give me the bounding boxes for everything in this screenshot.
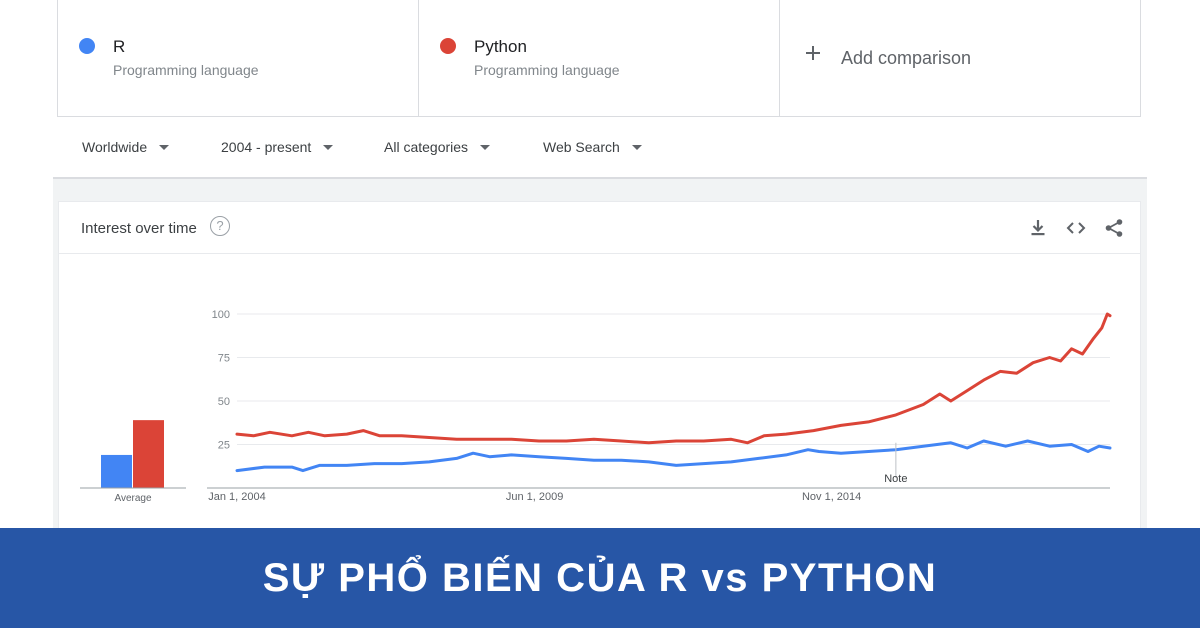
term-color-dot-r (79, 38, 95, 54)
search-type-dropdown[interactable]: Web Search (543, 139, 642, 155)
caret-down-icon (480, 144, 491, 150)
region-dropdown[interactable]: Worldwide (82, 139, 170, 155)
term-name-r[interactable]: R (113, 37, 126, 56)
category-dropdown[interactable]: All categories (384, 139, 491, 155)
time-range-label: 2004 - present (221, 139, 312, 155)
share-icon[interactable] (1103, 217, 1125, 239)
add-comparison-label: Add comparison (841, 48, 972, 68)
region-label: Worldwide (82, 139, 148, 155)
term-color-dot-python (440, 38, 456, 54)
category-label: All categories (384, 139, 469, 155)
download-icon[interactable] (1027, 217, 1049, 239)
comparison-terms-bar: R Programming language Python Programmin… (57, 0, 1141, 117)
term-name-python[interactable]: Python (474, 37, 527, 56)
filters-bar: Worldwide 2004 - present All categories … (53, 118, 1147, 179)
caret-down-icon (323, 144, 334, 150)
caret-down-icon (631, 144, 642, 150)
search-type-label: Web Search (543, 139, 620, 155)
term-card-python[interactable]: Python Programming language (419, 0, 780, 116)
card-header: Interest over time ? (59, 202, 1140, 254)
term-card-r[interactable]: R Programming language (58, 0, 419, 116)
term-category-python: Programming language (474, 62, 620, 78)
caret-down-icon (159, 144, 170, 150)
term-category-r: Programming language (113, 62, 259, 78)
add-comparison-button[interactable]: Add comparison (780, 0, 1140, 116)
help-icon[interactable]: ? (210, 216, 230, 236)
card-title: Interest over time (81, 220, 197, 237)
banner-title: SỰ PHỔ BIẾN CỦA R vs PYTHON (262, 556, 938, 600)
time-range-dropdown[interactable]: 2004 - present (221, 139, 334, 155)
title-banner: SỰ PHỔ BIẾN CỦA R vs PYTHON (0, 528, 1200, 628)
interest-over-time-card: Interest over time ? (58, 201, 1141, 571)
embed-code-icon[interactable] (1065, 217, 1087, 239)
plus-icon (804, 44, 822, 62)
